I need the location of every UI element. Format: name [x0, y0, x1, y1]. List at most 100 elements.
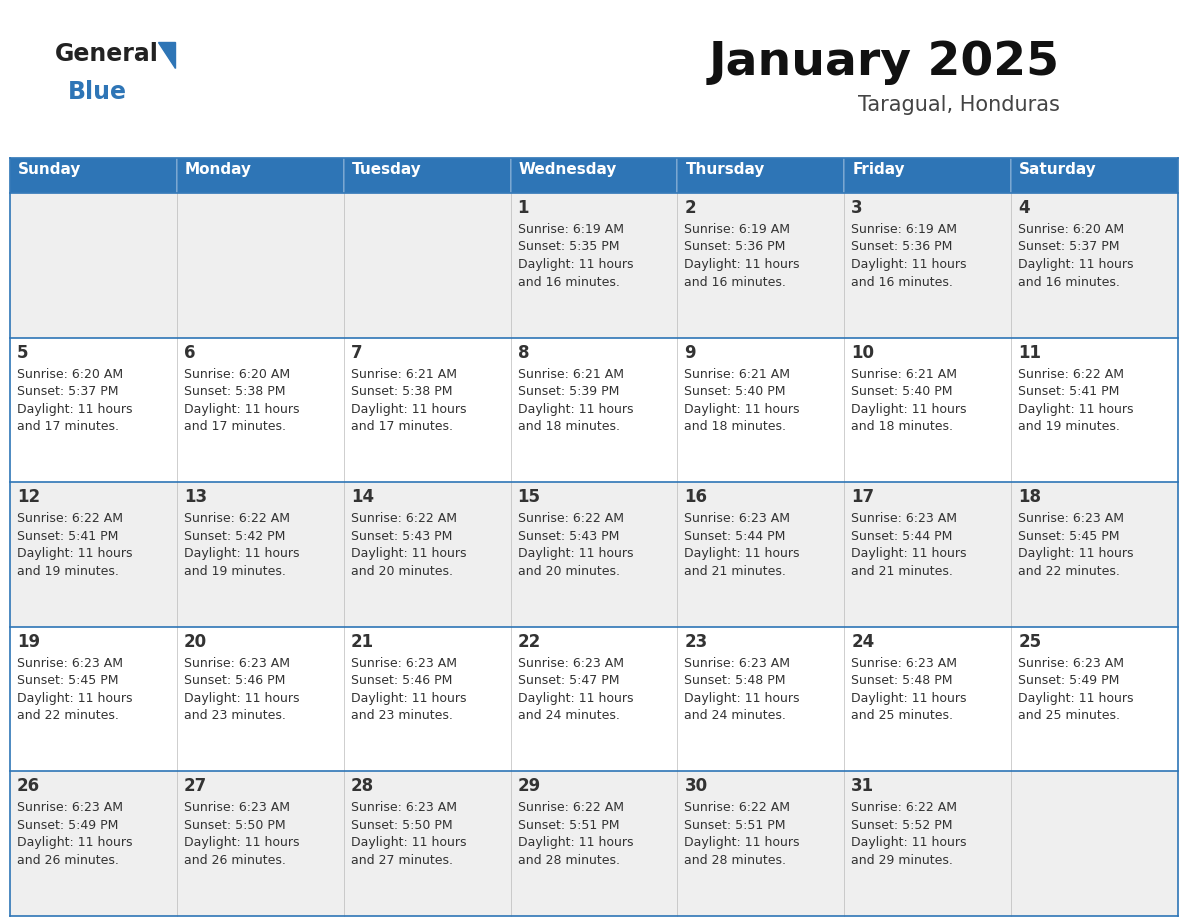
Text: Daylight: 11 hours: Daylight: 11 hours — [17, 547, 133, 560]
Text: Sunrise: 6:23 AM: Sunrise: 6:23 AM — [184, 656, 290, 670]
Text: and 22 minutes.: and 22 minutes. — [1018, 565, 1120, 577]
Text: Saturday: Saturday — [1019, 162, 1097, 177]
Text: Wednesday: Wednesday — [519, 162, 617, 177]
Text: 12: 12 — [17, 488, 40, 506]
Text: 8: 8 — [518, 343, 529, 362]
Text: Sunset: 5:48 PM: Sunset: 5:48 PM — [684, 675, 786, 688]
Text: 3: 3 — [852, 199, 862, 217]
Text: Daylight: 11 hours: Daylight: 11 hours — [852, 836, 967, 849]
Text: and 18 minutes.: and 18 minutes. — [684, 420, 786, 433]
Text: 28: 28 — [350, 778, 374, 795]
Text: 4: 4 — [1018, 199, 1030, 217]
Text: and 19 minutes.: and 19 minutes. — [1018, 420, 1120, 433]
Text: Sunset: 5:45 PM: Sunset: 5:45 PM — [1018, 530, 1119, 543]
Text: Daylight: 11 hours: Daylight: 11 hours — [852, 403, 967, 416]
Text: 29: 29 — [518, 778, 541, 795]
Text: and 25 minutes.: and 25 minutes. — [852, 710, 953, 722]
Text: and 19 minutes.: and 19 minutes. — [17, 565, 119, 577]
Text: and 17 minutes.: and 17 minutes. — [184, 420, 286, 433]
Text: 27: 27 — [184, 778, 207, 795]
Text: Daylight: 11 hours: Daylight: 11 hours — [17, 403, 133, 416]
Text: Sunset: 5:52 PM: Sunset: 5:52 PM — [852, 819, 953, 832]
Text: Daylight: 11 hours: Daylight: 11 hours — [684, 258, 800, 271]
Text: Daylight: 11 hours: Daylight: 11 hours — [1018, 547, 1133, 560]
Text: Sunrise: 6:19 AM: Sunrise: 6:19 AM — [684, 223, 790, 236]
Text: Daylight: 11 hours: Daylight: 11 hours — [350, 403, 466, 416]
Text: Daylight: 11 hours: Daylight: 11 hours — [518, 403, 633, 416]
Text: 26: 26 — [17, 778, 40, 795]
Text: Daylight: 11 hours: Daylight: 11 hours — [518, 547, 633, 560]
Text: January 2025: January 2025 — [709, 40, 1060, 85]
Text: Sunset: 5:42 PM: Sunset: 5:42 PM — [184, 530, 285, 543]
Text: Sunset: 5:50 PM: Sunset: 5:50 PM — [350, 819, 453, 832]
Text: Sunset: 5:36 PM: Sunset: 5:36 PM — [852, 241, 953, 253]
Text: Sunset: 5:50 PM: Sunset: 5:50 PM — [184, 819, 285, 832]
Text: Sunrise: 6:23 AM: Sunrise: 6:23 AM — [852, 512, 958, 525]
Text: and 16 minutes.: and 16 minutes. — [684, 275, 786, 288]
Text: Daylight: 11 hours: Daylight: 11 hours — [184, 547, 299, 560]
Text: and 19 minutes.: and 19 minutes. — [184, 565, 286, 577]
Text: and 23 minutes.: and 23 minutes. — [184, 710, 286, 722]
Text: and 21 minutes.: and 21 minutes. — [852, 565, 953, 577]
Text: Sunrise: 6:22 AM: Sunrise: 6:22 AM — [350, 512, 456, 525]
Text: Tuesday: Tuesday — [352, 162, 422, 177]
Text: Daylight: 11 hours: Daylight: 11 hours — [684, 692, 800, 705]
Text: Sunrise: 6:21 AM: Sunrise: 6:21 AM — [852, 367, 958, 381]
Text: Daylight: 11 hours: Daylight: 11 hours — [518, 258, 633, 271]
Text: Daylight: 11 hours: Daylight: 11 hours — [184, 836, 299, 849]
Text: Sunrise: 6:23 AM: Sunrise: 6:23 AM — [184, 801, 290, 814]
Text: 11: 11 — [1018, 343, 1041, 362]
Text: Sunrise: 6:22 AM: Sunrise: 6:22 AM — [184, 512, 290, 525]
Text: Sunset: 5:38 PM: Sunset: 5:38 PM — [184, 385, 285, 398]
Text: and 18 minutes.: and 18 minutes. — [518, 420, 620, 433]
Text: 15: 15 — [518, 488, 541, 506]
Text: Daylight: 11 hours: Daylight: 11 hours — [350, 692, 466, 705]
Text: Sunset: 5:46 PM: Sunset: 5:46 PM — [350, 675, 453, 688]
Text: Daylight: 11 hours: Daylight: 11 hours — [184, 692, 299, 705]
Text: 31: 31 — [852, 778, 874, 795]
Text: Sunrise: 6:22 AM: Sunrise: 6:22 AM — [1018, 367, 1124, 381]
Text: Sunset: 5:37 PM: Sunset: 5:37 PM — [1018, 241, 1119, 253]
Text: 18: 18 — [1018, 488, 1041, 506]
Text: 16: 16 — [684, 488, 707, 506]
Text: Daylight: 11 hours: Daylight: 11 hours — [350, 836, 466, 849]
Text: Sunrise: 6:20 AM: Sunrise: 6:20 AM — [1018, 223, 1124, 236]
Text: Sunrise: 6:23 AM: Sunrise: 6:23 AM — [350, 801, 456, 814]
Text: Sunrise: 6:21 AM: Sunrise: 6:21 AM — [684, 367, 790, 381]
Text: Daylight: 11 hours: Daylight: 11 hours — [852, 547, 967, 560]
Text: and 18 minutes.: and 18 minutes. — [852, 420, 953, 433]
Text: Taragual, Honduras: Taragual, Honduras — [858, 95, 1060, 115]
Text: Daylight: 11 hours: Daylight: 11 hours — [1018, 692, 1133, 705]
Text: and 24 minutes.: and 24 minutes. — [684, 710, 786, 722]
Text: and 26 minutes.: and 26 minutes. — [184, 854, 286, 867]
Text: Daylight: 11 hours: Daylight: 11 hours — [1018, 258, 1133, 271]
Text: Sunset: 5:36 PM: Sunset: 5:36 PM — [684, 241, 785, 253]
Text: Sunrise: 6:21 AM: Sunrise: 6:21 AM — [518, 367, 624, 381]
Text: 20: 20 — [184, 633, 207, 651]
Text: Sunrise: 6:19 AM: Sunrise: 6:19 AM — [852, 223, 958, 236]
Text: 17: 17 — [852, 488, 874, 506]
Text: Sunset: 5:47 PM: Sunset: 5:47 PM — [518, 675, 619, 688]
Text: Sunset: 5:43 PM: Sunset: 5:43 PM — [350, 530, 453, 543]
Text: Sunrise: 6:23 AM: Sunrise: 6:23 AM — [17, 656, 124, 670]
Text: 25: 25 — [1018, 633, 1041, 651]
Text: 7: 7 — [350, 343, 362, 362]
Text: Sunset: 5:51 PM: Sunset: 5:51 PM — [518, 819, 619, 832]
Text: Daylight: 11 hours: Daylight: 11 hours — [1018, 403, 1133, 416]
Text: Sunset: 5:37 PM: Sunset: 5:37 PM — [17, 385, 119, 398]
Text: Sunrise: 6:20 AM: Sunrise: 6:20 AM — [17, 367, 124, 381]
Text: Daylight: 11 hours: Daylight: 11 hours — [852, 692, 967, 705]
Text: 2: 2 — [684, 199, 696, 217]
Text: 14: 14 — [350, 488, 374, 506]
Text: Thursday: Thursday — [685, 162, 765, 177]
Text: and 21 minutes.: and 21 minutes. — [684, 565, 786, 577]
Text: and 24 minutes.: and 24 minutes. — [518, 710, 619, 722]
Text: Sunset: 5:39 PM: Sunset: 5:39 PM — [518, 385, 619, 398]
Text: Sunset: 5:40 PM: Sunset: 5:40 PM — [852, 385, 953, 398]
Text: and 22 minutes.: and 22 minutes. — [17, 710, 119, 722]
Text: and 25 minutes.: and 25 minutes. — [1018, 710, 1120, 722]
Text: Daylight: 11 hours: Daylight: 11 hours — [17, 692, 133, 705]
Text: Friday: Friday — [852, 162, 905, 177]
Text: Sunset: 5:49 PM: Sunset: 5:49 PM — [17, 819, 119, 832]
Text: Sunset: 5:41 PM: Sunset: 5:41 PM — [1018, 385, 1119, 398]
